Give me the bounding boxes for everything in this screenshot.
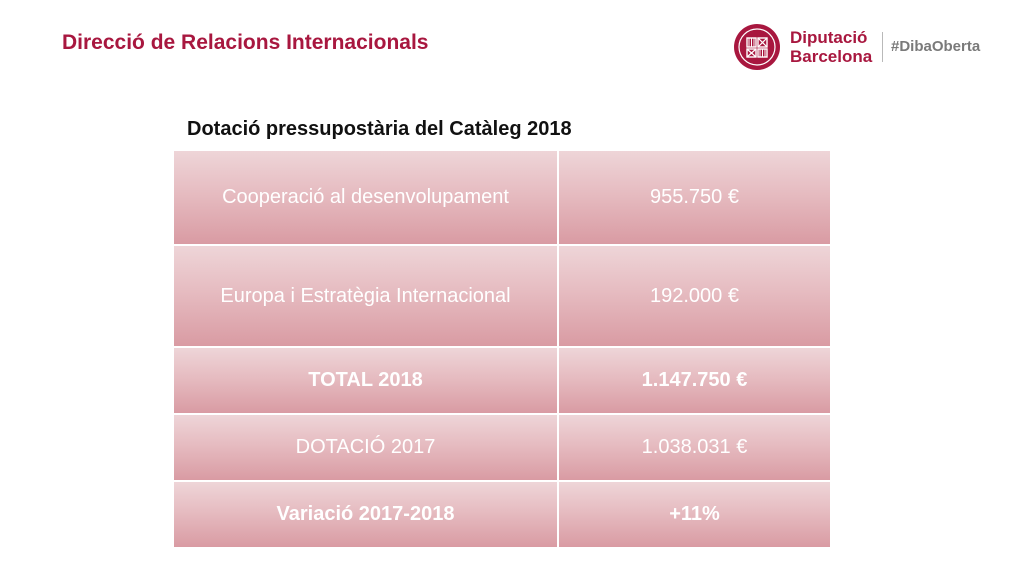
page-title: Direcció de Relacions Internacionals xyxy=(62,31,429,54)
row-label: Variació 2017-2018 xyxy=(174,482,559,547)
logo-hashtag: #DibaOberta xyxy=(891,38,981,55)
table-title: Dotació pressupostària del Catàleg 2018 xyxy=(187,118,572,140)
logo-line1: Diputació xyxy=(790,28,868,47)
table-row: Variació 2017-2018 +11% xyxy=(174,482,830,547)
diputacio-logo: Diputació Barcelona #DibaOberta xyxy=(734,24,994,72)
table-row: Europa i Estratègia Internacional 192.00… xyxy=(174,246,830,348)
table-row: Cooperació al desenvolupament 955.750 € xyxy=(174,151,830,246)
logo-wordmark: Diputació Barcelona xyxy=(790,28,872,66)
row-value: 1.038.031 € xyxy=(559,415,830,482)
table-row: TOTAL 2018 1.147.750 € xyxy=(174,348,830,415)
table-row: DOTACIÓ 2017 1.038.031 € xyxy=(174,415,830,482)
logo-line2: Barcelona xyxy=(790,47,873,66)
budget-table: Cooperació al desenvolupament 955.750 € … xyxy=(174,151,830,547)
row-value: 1.147.750 € xyxy=(559,348,830,415)
row-value: 955.750 € xyxy=(559,151,830,246)
logo-divider xyxy=(882,32,883,62)
row-label: TOTAL 2018 xyxy=(174,348,559,415)
row-value: +11% xyxy=(559,482,830,547)
row-label: Cooperació al desenvolupament xyxy=(174,151,559,246)
diputacio-seal-icon xyxy=(734,24,780,70)
row-label: Europa i Estratègia Internacional xyxy=(174,246,559,348)
row-label: DOTACIÓ 2017 xyxy=(174,415,559,482)
row-value: 192.000 € xyxy=(559,246,830,348)
